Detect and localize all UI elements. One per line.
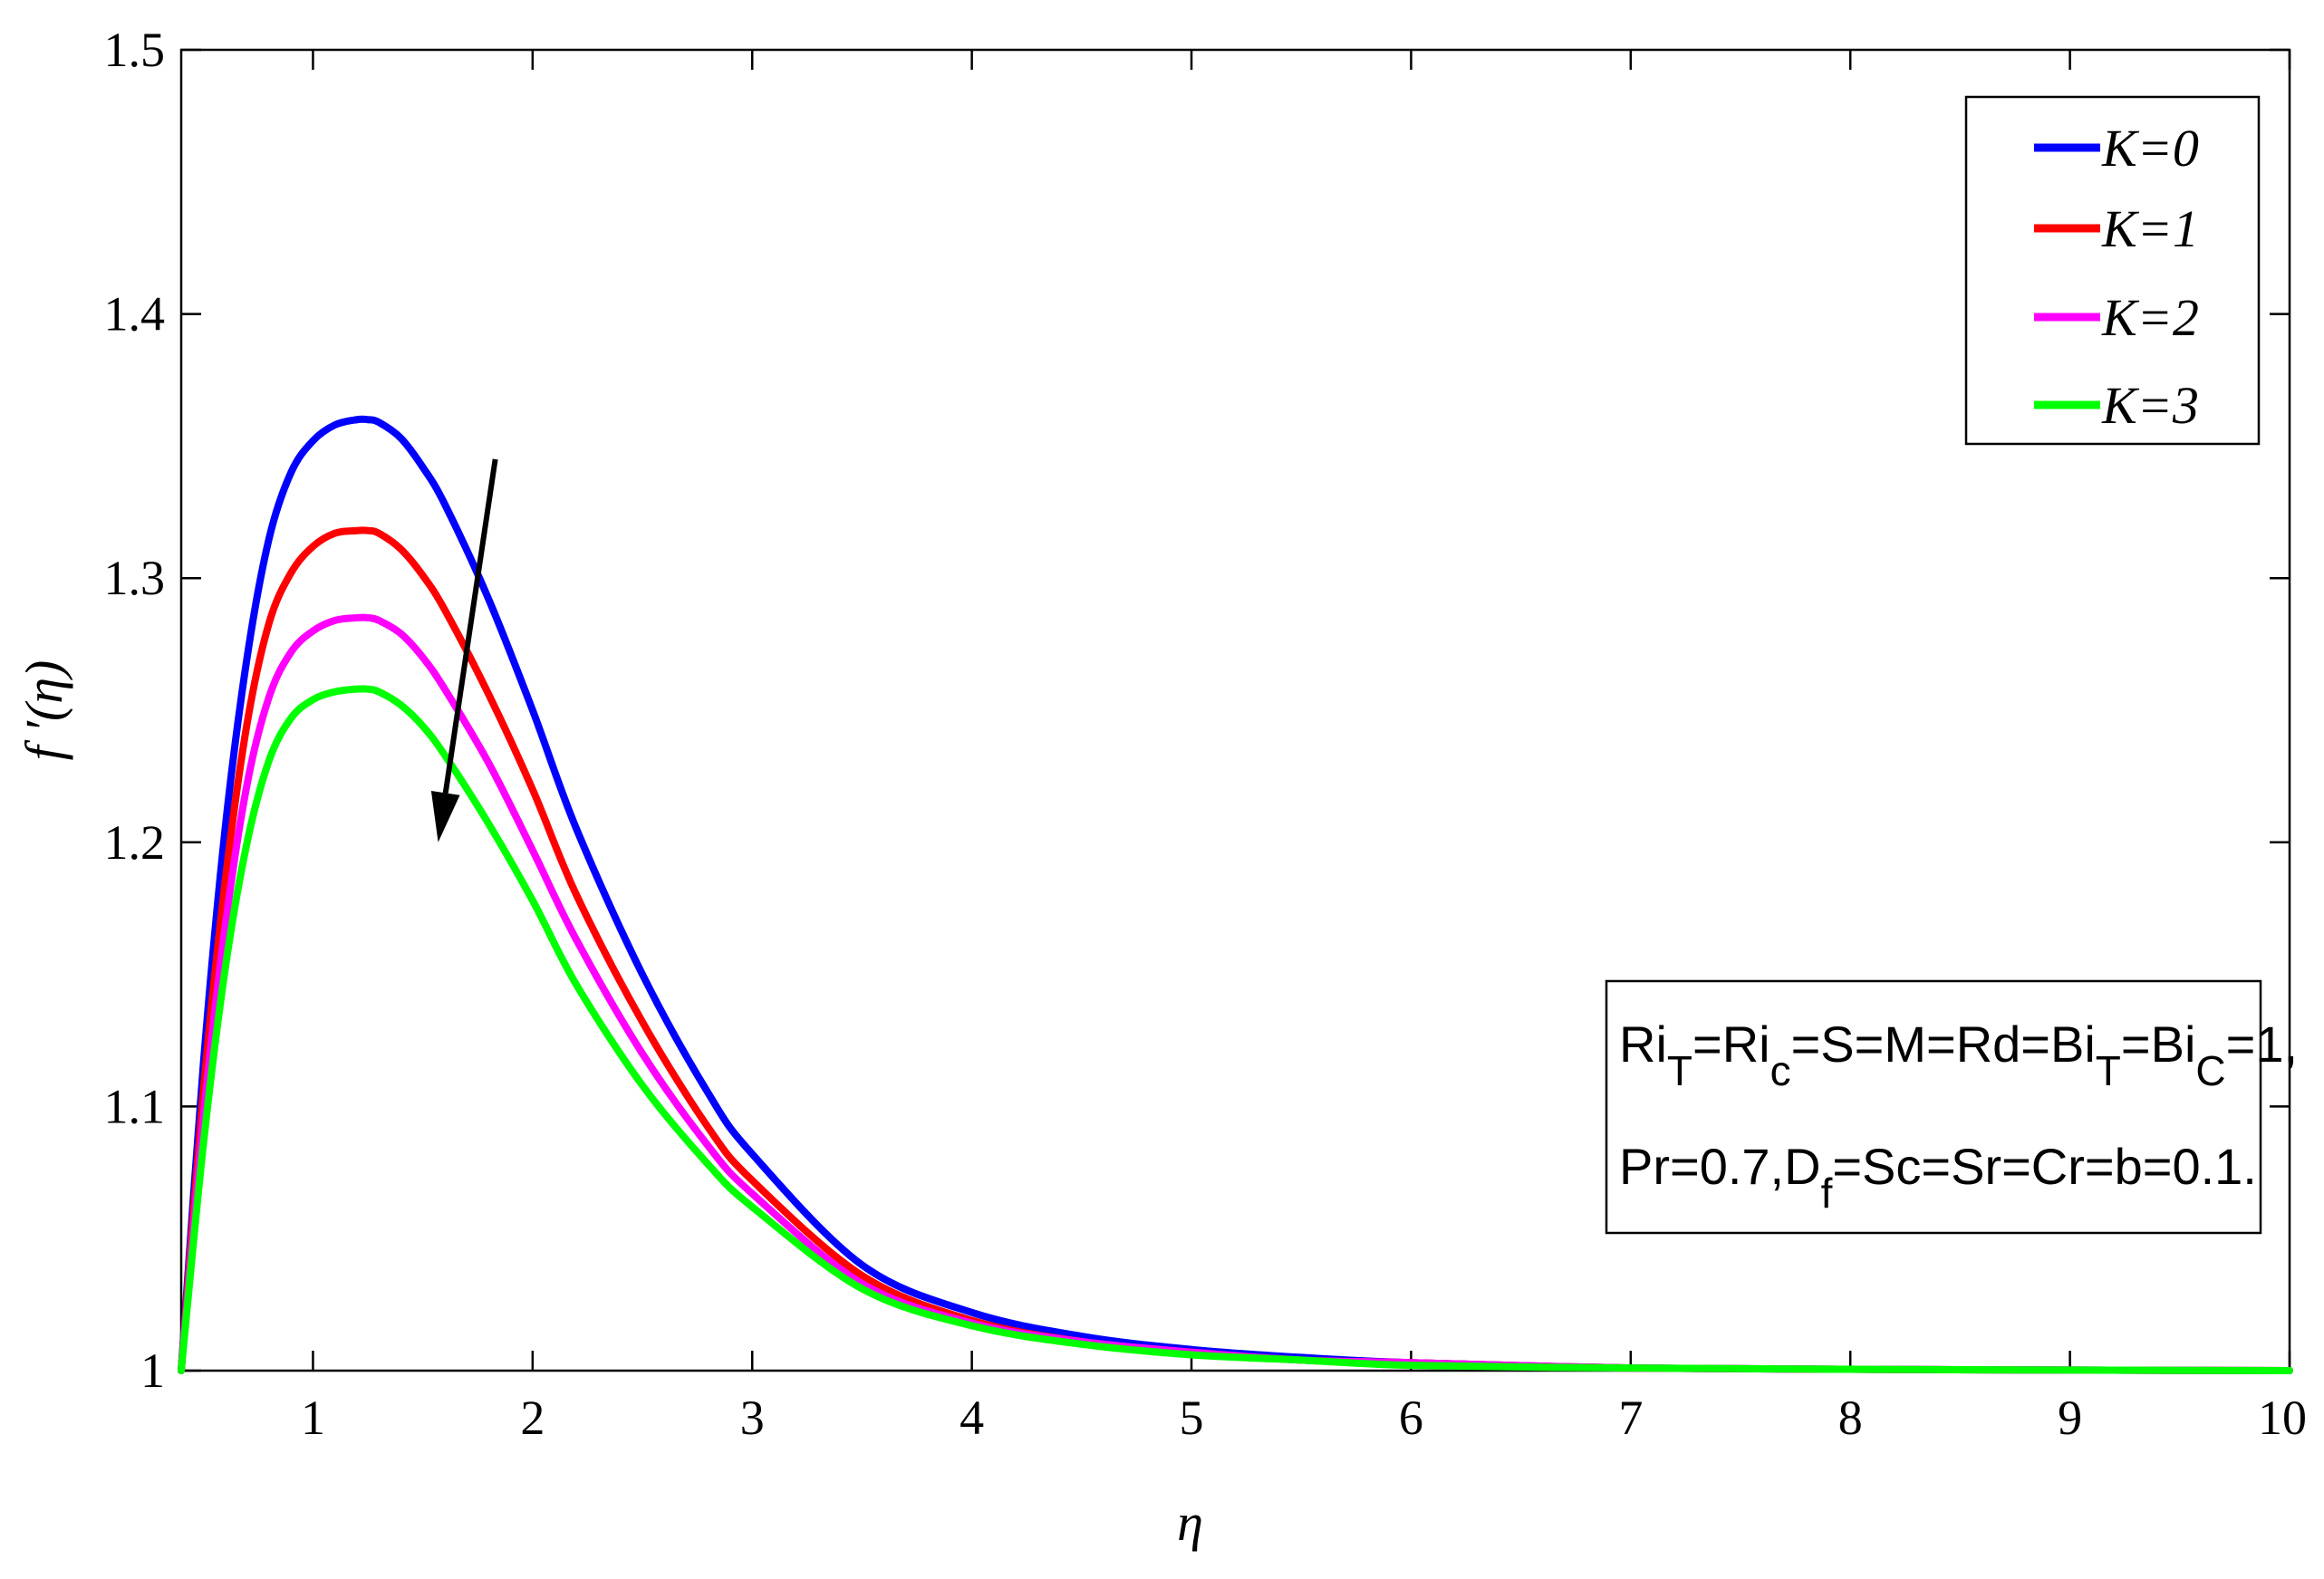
x-tick-label: 1 xyxy=(301,1391,325,1445)
trend-arrow-shaft xyxy=(442,458,498,794)
x-tick-label: 5 xyxy=(1180,1391,1204,1445)
x-tick-label: 7 xyxy=(1618,1391,1643,1445)
axis-labels: η f ′(η) xyxy=(14,660,1203,1552)
y-tick-label: 1.3 xyxy=(104,551,166,605)
legend-box xyxy=(1964,95,2261,446)
x-tick-label: 3 xyxy=(740,1391,765,1445)
parameter-line-2: Pr=0.7,Df=Sc=Sr=Cr=b=0.1. xyxy=(1619,1138,2257,1217)
legend-label: K=0 xyxy=(2101,119,2199,178)
y-tick-label: 1.5 xyxy=(104,23,166,77)
legend: K=0 K=1 K=2 K=3 xyxy=(1964,95,2261,446)
axes-frame xyxy=(179,48,2291,1372)
plot-area-border xyxy=(179,48,2291,1372)
parameter-box-frame xyxy=(1605,979,2262,1235)
legend-label: K=3 xyxy=(2101,376,2199,435)
trend-arrow-head xyxy=(430,791,460,842)
x-tick-label: 4 xyxy=(959,1391,984,1445)
series-line-k3 xyxy=(178,685,2293,1374)
parameter-line-1: RiT=Ric=S=M=Rd=BiT=BiC=1, xyxy=(1619,1016,2298,1094)
y-tick-label: 1 xyxy=(140,1343,165,1398)
x-tick-label: 10 xyxy=(2258,1391,2307,1445)
legend-label: K=1 xyxy=(2101,199,2199,258)
series-lines xyxy=(178,415,2293,1374)
y-tick-label: 1.4 xyxy=(104,287,166,342)
trend-arrow xyxy=(430,458,498,842)
y-tick-label: 1.2 xyxy=(104,815,166,870)
parameter-box: RiT=Ric=S=M=Rd=BiT=BiC=1, Pr=0.7,Df=Sc=Sr… xyxy=(1605,979,2298,1235)
x-tick-label: 6 xyxy=(1399,1391,1423,1445)
x-tick-label: 8 xyxy=(1838,1391,1863,1445)
y-tick-label: 1.1 xyxy=(104,1079,166,1133)
legend-label: K=2 xyxy=(2101,288,2199,347)
axis-ticks: 1 2 3 4 5 6 7 8 9 10 1 1.1 1.2 1.3 1.4 1.5 xyxy=(104,23,2308,1445)
y-axis-label: f ′(η) xyxy=(14,660,73,761)
x-axis-label: η xyxy=(1177,1493,1203,1552)
x-tick-label: 9 xyxy=(2058,1391,2082,1445)
x-tick-label: 2 xyxy=(520,1391,545,1445)
